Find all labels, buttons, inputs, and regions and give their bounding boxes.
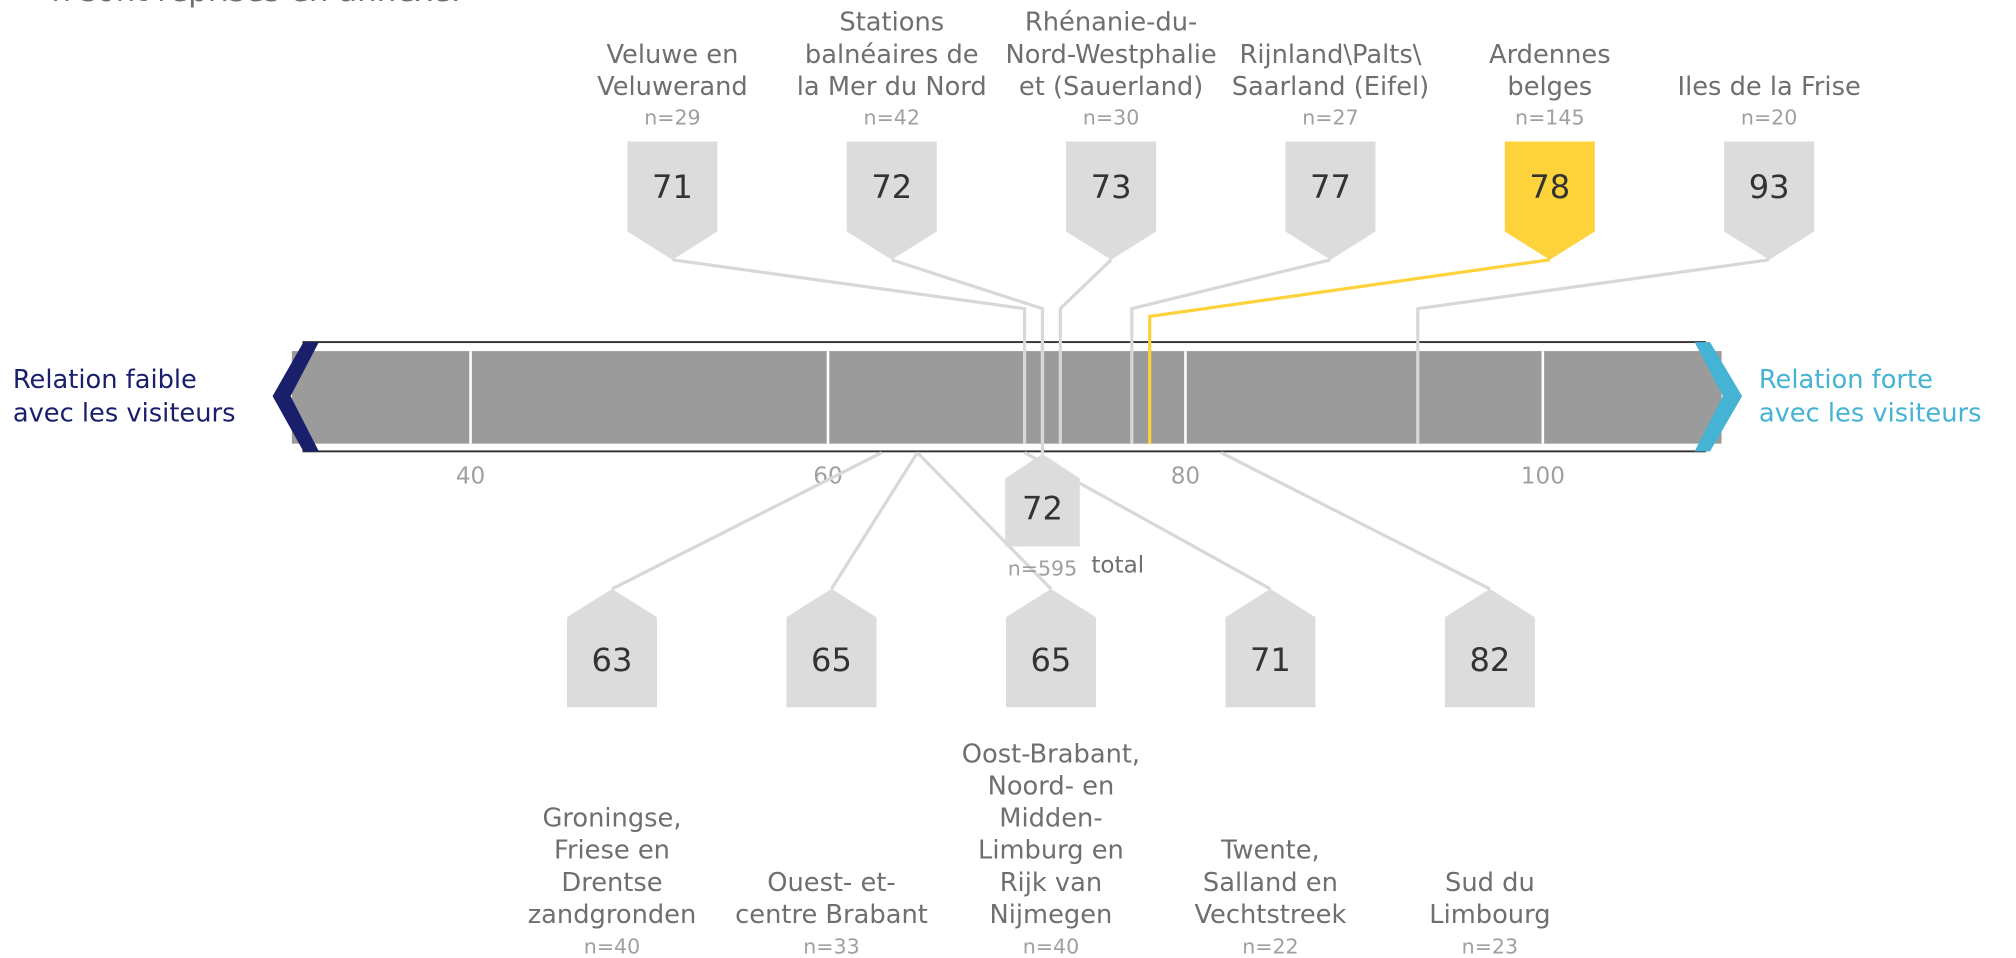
connector [1058,258,1113,444]
n-label: n=30 [1083,105,1139,129]
value-label: 73 [1091,168,1132,206]
value-label: 65 [1030,641,1071,679]
value-label: 77 [1310,168,1351,206]
region-name: Ardennes [1489,40,1611,70]
region-name: belges [1507,72,1592,102]
region-name: Midden- [999,804,1102,834]
connector [611,451,883,591]
value-box [627,141,718,260]
region-name: Twente, [1220,836,1320,866]
n-label: n=27 [1302,105,1358,129]
region-name: la Mer du Nord [797,72,987,102]
n-label: n=40 [1023,935,1079,958]
region-name: Nord-Westphalie [1005,40,1216,70]
n-label: n=23 [1462,935,1518,958]
value-box [1285,141,1376,260]
connector [830,451,919,590]
x-tick-label: 80 [1171,464,1200,490]
region-name: Stations [839,8,944,38]
value-box [1504,141,1595,260]
n-label: n=22 [1242,935,1298,958]
x-tick-label: 100 [1521,464,1565,490]
n-label: n=145 [1515,105,1585,129]
connector [1416,258,1770,444]
region-name: Sud du [1445,868,1535,898]
left-label: avec les visiteurs [13,399,236,429]
value-label: 78 [1529,168,1570,206]
region-name: Friese en [554,836,670,866]
value-label: 65 [811,641,852,679]
region-name: Rhénanie-du- [1025,8,1197,38]
region-name: Ouest- et- [767,868,895,898]
x-tick-label: 40 [456,464,485,490]
region-name: Veluwe en [606,40,738,70]
left-chevron [272,342,319,452]
n-label: n=29 [644,105,700,129]
total-n: n=595 [1008,557,1078,581]
region-name: Vechtstreek [1194,900,1346,930]
value-box [1005,588,1096,708]
value-label: 71 [652,168,693,206]
left-label: Relation faible [13,365,197,395]
region-name: Rijnland\Palts\ [1239,40,1421,70]
region-name: Saarland (Eifel) [1232,72,1430,102]
value-box [846,141,937,260]
value-label: 72 [871,168,912,206]
region-name: Limburg en [978,836,1124,866]
connector [1220,451,1491,591]
right-label: Relation forte [1759,365,1933,395]
total-label: total [1091,552,1144,578]
region-name: Groningse, [542,804,681,834]
right-chevron [1694,342,1743,452]
value-box [1724,141,1815,260]
note: n sont reprises en annexe. [51,0,460,9]
connector [1130,258,1331,444]
n-label: n=33 [803,935,859,958]
value-box [567,588,657,708]
scale-bar [291,351,1722,444]
region-name: Drentse [561,868,662,898]
connector [672,258,1027,444]
total-box [1005,453,1080,547]
value-box [1225,588,1316,708]
n-label: n=40 [584,935,640,958]
region-name: Salland en [1203,868,1338,898]
connector [916,451,1053,591]
region-name: Rijk van [1000,868,1102,898]
value-box [1444,588,1535,708]
region-name: Iles de la Frise [1677,72,1860,102]
region-name: zandgronden [528,900,697,930]
region-name: Limbourg [1429,900,1550,930]
value-box [786,588,877,708]
region-name: centre Brabant [735,900,928,930]
n-label: n=42 [864,105,920,129]
region-name: Nijmegen [990,900,1113,930]
region-name: Noord- en [988,771,1115,801]
value-box [1066,141,1157,260]
region-name: Veluwerand [597,72,748,102]
value-label: 71 [1250,641,1291,679]
value-label: 93 [1749,168,1790,206]
region-name: balnéaires de [805,40,979,70]
value-label: 63 [592,641,633,679]
value-label: 82 [1469,641,1510,679]
total-value: 72 [1022,490,1063,528]
n-label: n=20 [1741,105,1797,129]
region-name: Oost-Brabant, [962,739,1140,769]
connector [1148,258,1551,444]
right-label: avec les visiteurs [1759,399,1982,429]
region-name: et (Sauerland) [1019,72,1203,102]
